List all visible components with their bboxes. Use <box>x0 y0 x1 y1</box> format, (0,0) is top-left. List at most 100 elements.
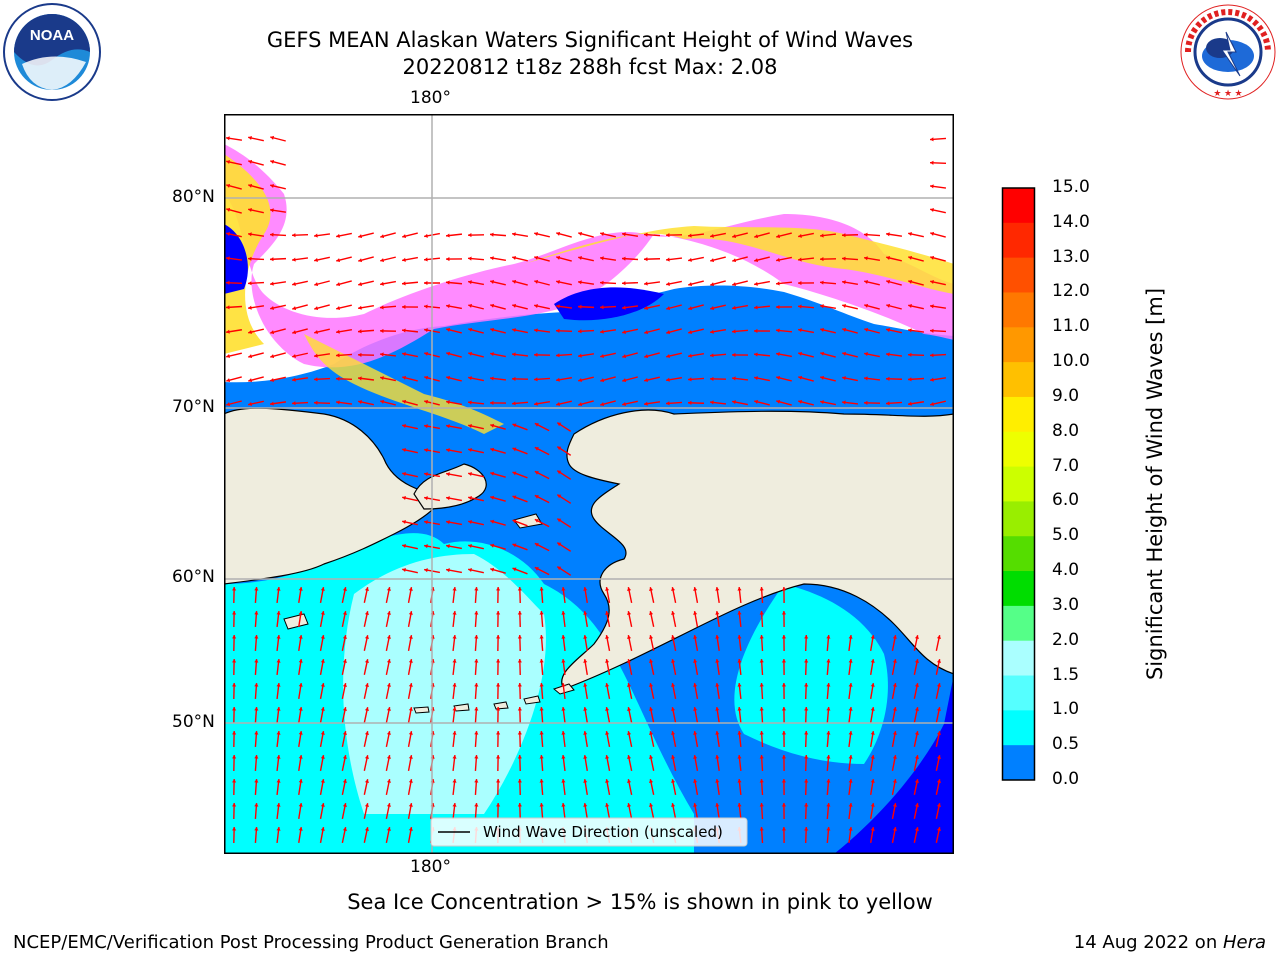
wind-wave-arrowhead <box>820 257 824 262</box>
wind-wave-arrowhead <box>605 683 610 687</box>
wind-wave-arrowhead <box>671 803 676 807</box>
wind-wave-arrowhead <box>402 234 407 239</box>
wind-wave-arrowhead <box>848 731 853 735</box>
wind-wave-arrowhead <box>517 587 522 591</box>
wind-wave-arrowhead <box>320 659 325 663</box>
wind-wave-arrowhead <box>424 568 428 573</box>
colorbar-tick-label: 15.0 <box>1052 177 1090 197</box>
wind-wave-arrowhead <box>693 635 698 639</box>
colorbar-tick-label: 4.0 <box>1052 560 1080 581</box>
colorbar-tick-label: 10.0 <box>1052 351 1090 372</box>
wind-wave-arrowhead <box>820 375 825 380</box>
wind-wave-arrowhead <box>468 496 472 501</box>
wind-wave-arrowhead <box>496 731 501 735</box>
wind-wave-arrowhead <box>298 683 303 687</box>
wind-wave-arrowhead <box>671 587 676 591</box>
wind-wave-arrowhead <box>776 257 780 262</box>
wind-wave-arrowhead <box>776 234 781 239</box>
wind-wave-arrowhead <box>781 659 787 663</box>
wind-wave-arrowhead <box>517 611 522 615</box>
wind-wave-arrowhead <box>248 354 253 359</box>
wind-wave-arrowhead <box>446 304 450 309</box>
wind-wave-arrowhead <box>930 184 934 189</box>
wind-wave-arrowhead <box>226 402 231 407</box>
wind-wave-arrowhead <box>424 424 428 429</box>
wind-wave-arrowhead <box>649 779 654 783</box>
wind-wave-arrowhead <box>408 731 413 735</box>
wind-wave-arrowhead <box>534 471 539 475</box>
wind-wave-arrowhead <box>254 731 259 735</box>
wind-wave-arrowhead <box>226 280 230 285</box>
wind-wave-arrowhead <box>364 827 369 831</box>
colorbar-band <box>1002 605 1035 642</box>
wind-wave-arrowhead <box>864 279 869 284</box>
wind-wave-arrowhead <box>671 779 676 783</box>
lon-label-top: 180° <box>410 88 451 108</box>
low-wave-beaufort <box>554 287 664 321</box>
sea-ice-yellow-chukchi <box>304 334 504 434</box>
wind-wave-arrowhead <box>737 803 742 807</box>
wind-wave-arrowhead <box>936 683 941 687</box>
wind-wave-arrowhead <box>600 280 604 285</box>
wind-wave-arrowhead <box>408 779 413 783</box>
wind-wave-arrowhead <box>644 401 648 406</box>
wind-wave-arrowhead <box>446 280 450 285</box>
wind-wave-arrowhead <box>798 280 802 286</box>
wind-wave-arrowhead <box>232 587 237 591</box>
wind-wave-arrowhead <box>627 587 632 591</box>
wind-wave-arrowhead <box>842 327 847 332</box>
sea-ice-yellow-west <box>224 154 271 354</box>
wind-wave-arrowhead <box>710 400 714 405</box>
wind-wave-arrowhead <box>320 683 325 687</box>
wind-wave-arrowhead <box>342 803 347 807</box>
wind-wave-arrowhead <box>627 611 632 615</box>
wind-wave-arrowhead <box>474 683 479 687</box>
wind-wave-arrowhead <box>842 303 847 308</box>
wind-wave-arrowhead <box>539 587 544 591</box>
wind-wave-arrowhead <box>627 755 632 759</box>
wind-wave-arrowhead <box>622 256 626 261</box>
wind-wave-arrowhead <box>408 635 413 639</box>
wind-wave-arrowhead <box>556 328 560 333</box>
wind-wave-arrowhead <box>693 683 698 687</box>
wind-wave-arrowhead <box>512 303 517 308</box>
lat-label-80: 80°N <box>172 187 215 207</box>
wind-wave-arrowhead <box>557 422 562 427</box>
wind-wave-arrowhead <box>556 377 560 382</box>
wind-wave-arrowhead <box>848 779 853 783</box>
wind-wave-arrowhead <box>759 635 764 639</box>
colorbar-tick-label: 3.0 <box>1052 594 1080 615</box>
wind-wave-arrowhead <box>380 234 385 239</box>
wind-wave-arrowhead <box>578 378 582 383</box>
wind-wave-arrowhead <box>556 402 561 407</box>
wind-wave-arrowhead <box>605 755 610 759</box>
wind-wave-arrowhead <box>776 304 780 310</box>
wind-wave-arrowhead <box>314 330 319 335</box>
wind-wave-arrowhead <box>826 707 831 711</box>
wind-wave-arrowhead <box>583 611 588 615</box>
wind-wave-arrowhead <box>512 255 517 260</box>
wind-wave-arrowhead <box>468 376 472 381</box>
wind-wave-arrowhead <box>402 424 406 429</box>
wind-wave-arrowhead <box>402 257 406 262</box>
wind-wave-arrowhead <box>496 635 501 639</box>
wind-wave-arrowhead <box>446 400 450 405</box>
wind-wave-arrowhead <box>517 707 522 711</box>
wind-wave-arrowhead <box>715 731 720 735</box>
wind-wave-arrowhead <box>452 611 457 615</box>
wind-wave-arrowhead <box>474 707 479 711</box>
wind-wave-arrowhead <box>380 399 385 404</box>
wind-wave-arrowhead <box>364 635 369 639</box>
wind-wave-arrowhead <box>512 471 517 476</box>
colorbar-band <box>1002 431 1035 468</box>
wind-wave-arrowhead <box>320 707 325 711</box>
wind-wave-arrowhead <box>798 375 803 380</box>
wind-wave-arrowhead <box>424 233 428 238</box>
wind-wave-arrowhead <box>474 587 479 591</box>
wind-wave-arrowhead <box>298 659 303 663</box>
wind-wave-arrowhead <box>539 755 544 759</box>
wind-wave-arrowhead <box>892 827 897 831</box>
wind-wave-arrowhead <box>446 233 450 238</box>
wind-wave-arrowhead <box>870 755 875 759</box>
wind-wave-arrowhead <box>452 803 457 807</box>
